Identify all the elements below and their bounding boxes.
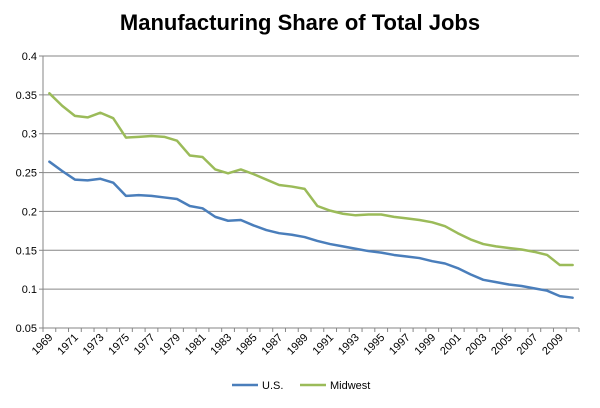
series-line-u-s bbox=[48, 160, 574, 299]
x-tick-label: 1983 bbox=[208, 332, 234, 358]
y-tick-label: 0.1 bbox=[22, 284, 37, 296]
y-tick-label: 0.2 bbox=[22, 206, 37, 218]
y-tick-label: 0.35 bbox=[16, 90, 37, 102]
x-tick-label: 1979 bbox=[157, 332, 183, 358]
x-tick-label: 2003 bbox=[464, 332, 490, 358]
x-tick-label: 1969 bbox=[30, 332, 56, 358]
legend-label: Midwest bbox=[330, 380, 370, 392]
x-tick-label: 1995 bbox=[362, 332, 388, 358]
x-axis-tick-labels: 1969 1971 1973 1975 1977 1979 1981 1983 1985 1987… bbox=[30, 332, 566, 358]
x-tick-label: 1985 bbox=[234, 332, 260, 358]
x-tick-label: 1971 bbox=[55, 332, 81, 358]
axes bbox=[39, 55, 580, 332]
series-line-midwest bbox=[48, 92, 574, 267]
y-axis-tick-labels: 0.05 0.1 0.15 0.2 0.25 0.3 0.35 0.4 bbox=[16, 51, 37, 335]
legend-label: U.S. bbox=[262, 380, 283, 392]
x-tick-label: 1973 bbox=[81, 332, 107, 358]
x-tick-label: 1977 bbox=[132, 332, 158, 358]
x-tick-label: 2001 bbox=[438, 332, 464, 358]
gridlines bbox=[43, 55, 579, 290]
chart-title: Manufacturing Share of Total Jobs bbox=[119, 10, 481, 35]
x-tick-label: 1991 bbox=[310, 332, 336, 358]
y-tick-label: 0.05 bbox=[16, 323, 37, 335]
y-tick-label: 0.25 bbox=[16, 168, 37, 180]
x-tick-label: 1975 bbox=[106, 332, 132, 358]
y-tick-label: 0.4 bbox=[22, 51, 37, 63]
x-tick-label: 1989 bbox=[285, 332, 311, 358]
x-tick-label: 1981 bbox=[183, 332, 209, 358]
y-tick-label: 0.3 bbox=[22, 129, 37, 141]
data-series bbox=[48, 92, 574, 299]
x-tick-label: 1999 bbox=[413, 332, 439, 358]
x-tick-label: 2005 bbox=[489, 332, 515, 358]
x-tick-label: 1993 bbox=[336, 332, 362, 358]
legend: U.S. Midwest bbox=[232, 380, 370, 392]
x-tick-label: 1987 bbox=[259, 332, 285, 358]
x-tick-label: 2007 bbox=[515, 332, 541, 358]
y-tick-label: 0.15 bbox=[16, 245, 37, 257]
x-tick-label: 2009 bbox=[540, 332, 566, 358]
x-tick-label: 1997 bbox=[387, 332, 413, 358]
